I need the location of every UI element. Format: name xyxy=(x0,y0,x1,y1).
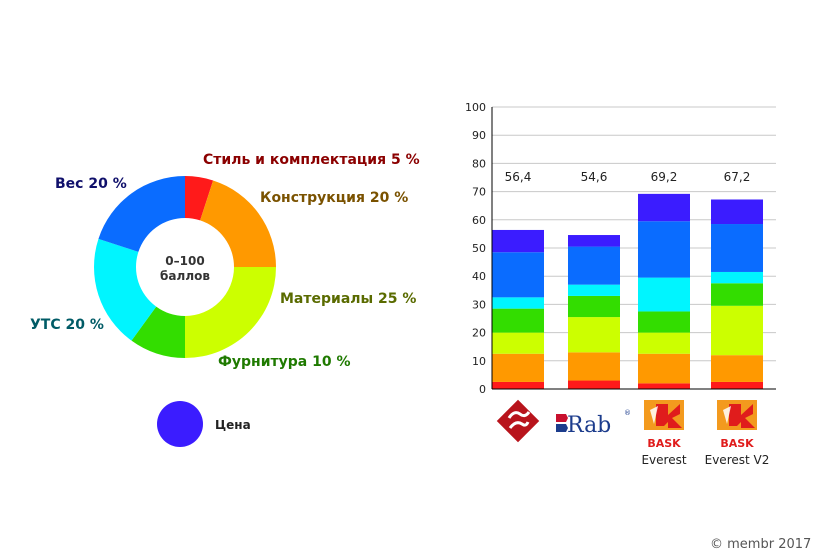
red-diamond-logo-icon xyxy=(496,399,540,443)
y-tick-label: 50 xyxy=(472,242,486,255)
legend-price-swatch xyxy=(157,401,203,447)
bar-segment-3-3 xyxy=(711,283,763,306)
rab-logo-icon: Rab ® xyxy=(556,409,631,438)
bar-segment-3-4 xyxy=(711,271,763,284)
y-tick-label: 90 xyxy=(472,129,486,142)
bar-segment-2-5 xyxy=(638,221,690,278)
slice-label-style: Стиль и комплектация 5 % xyxy=(203,152,420,168)
bar-segment-0-0 xyxy=(492,381,544,389)
y-tick-label: 20 xyxy=(472,327,486,340)
bar-segment-1-5 xyxy=(568,246,620,285)
bar-total-label: 69,2 xyxy=(651,170,678,184)
bar-segment-3-0 xyxy=(711,381,763,389)
y-tick-label: 40 xyxy=(472,270,486,283)
y-tick-label: 80 xyxy=(472,157,486,170)
bar-segment-1-0 xyxy=(568,380,620,389)
bar-segment-0-5 xyxy=(492,252,544,298)
category-label-everest: Everest xyxy=(641,453,686,467)
bar-segment-0-4 xyxy=(492,297,544,309)
donut-slice-1 xyxy=(200,180,276,267)
y-tick-label: 30 xyxy=(472,298,486,311)
y-tick-label: 70 xyxy=(472,186,486,199)
donut-center-label-line1: 0–100 xyxy=(165,254,204,268)
bar-segment-1-4 xyxy=(568,284,620,296)
copyright-text: © membr 2017 xyxy=(710,537,811,552)
bar-segment-3-5 xyxy=(711,224,763,272)
slice-label-materials: Материалы 25 % xyxy=(280,291,416,307)
y-tick-label: 60 xyxy=(472,214,486,227)
rab-registered-mark: ® xyxy=(624,409,631,417)
bar-segment-2-1 xyxy=(638,353,690,384)
copyright-prefix: © membr xyxy=(710,537,775,552)
slice-label-uts: УТС 20 % xyxy=(30,317,104,333)
donut-slice-3 xyxy=(131,306,185,358)
bar-total-label: 67,2 xyxy=(724,170,751,184)
copyright-suffix: 2017 xyxy=(774,537,811,552)
bask-logo-text: BASK xyxy=(647,437,681,450)
y-tick-label: 10 xyxy=(472,355,486,368)
donut-slice-0 xyxy=(185,176,214,221)
donut-slice-4 xyxy=(94,238,157,341)
slice-label-weight: Вес 20 % xyxy=(55,176,127,192)
bar-segment-1-3 xyxy=(568,295,620,318)
bar-total-label: 54,6 xyxy=(581,170,608,184)
rab-logo-text: Rab xyxy=(567,413,611,438)
bar-segment-0-3 xyxy=(492,308,544,333)
bar-segment-2-3 xyxy=(638,311,690,333)
bask-logo-icon: BASK xyxy=(644,400,684,450)
bar-segment-3-6 xyxy=(711,199,763,225)
bar-total-label: 56,4 xyxy=(505,170,532,184)
bar-segment-2-6 xyxy=(638,193,690,222)
bask-logo-text-2: BASK xyxy=(720,437,754,450)
donut-center-label-line2: баллов xyxy=(160,269,210,283)
donut-slice-5 xyxy=(98,176,185,252)
bar-segment-2-0 xyxy=(638,383,690,389)
donut-slice-2 xyxy=(185,267,276,358)
bar-segment-0-6 xyxy=(492,229,544,253)
bar-segment-2-4 xyxy=(638,277,690,312)
bask-logo-icon-2: BASK xyxy=(717,400,757,450)
bar-segment-0-1 xyxy=(492,353,544,382)
legend-price-label: Цена xyxy=(215,418,251,432)
bar-segment-3-1 xyxy=(711,355,763,382)
bar-segment-3-2 xyxy=(711,305,763,356)
bar-segment-1-6 xyxy=(568,235,620,247)
y-tick-label: 100 xyxy=(465,101,486,114)
donut-chart xyxy=(94,176,276,358)
bar-segment-1-1 xyxy=(568,352,620,381)
y-tick-label: 0 xyxy=(479,383,486,396)
slice-label-hardware: Фурнитура 10 % xyxy=(218,354,350,370)
bar-segment-0-2 xyxy=(492,332,544,354)
slice-label-construction: Конструкция 20 % xyxy=(260,190,408,206)
bar-segment-2-2 xyxy=(638,332,690,354)
bar-segment-1-2 xyxy=(568,317,620,353)
stacked-bar-chart: 0 10 20 30 40 50 60 70 80 90 100 56,4 54,6 69,2 67,2 xyxy=(465,101,776,396)
category-label-everest-v2: Everest V2 xyxy=(705,453,770,467)
